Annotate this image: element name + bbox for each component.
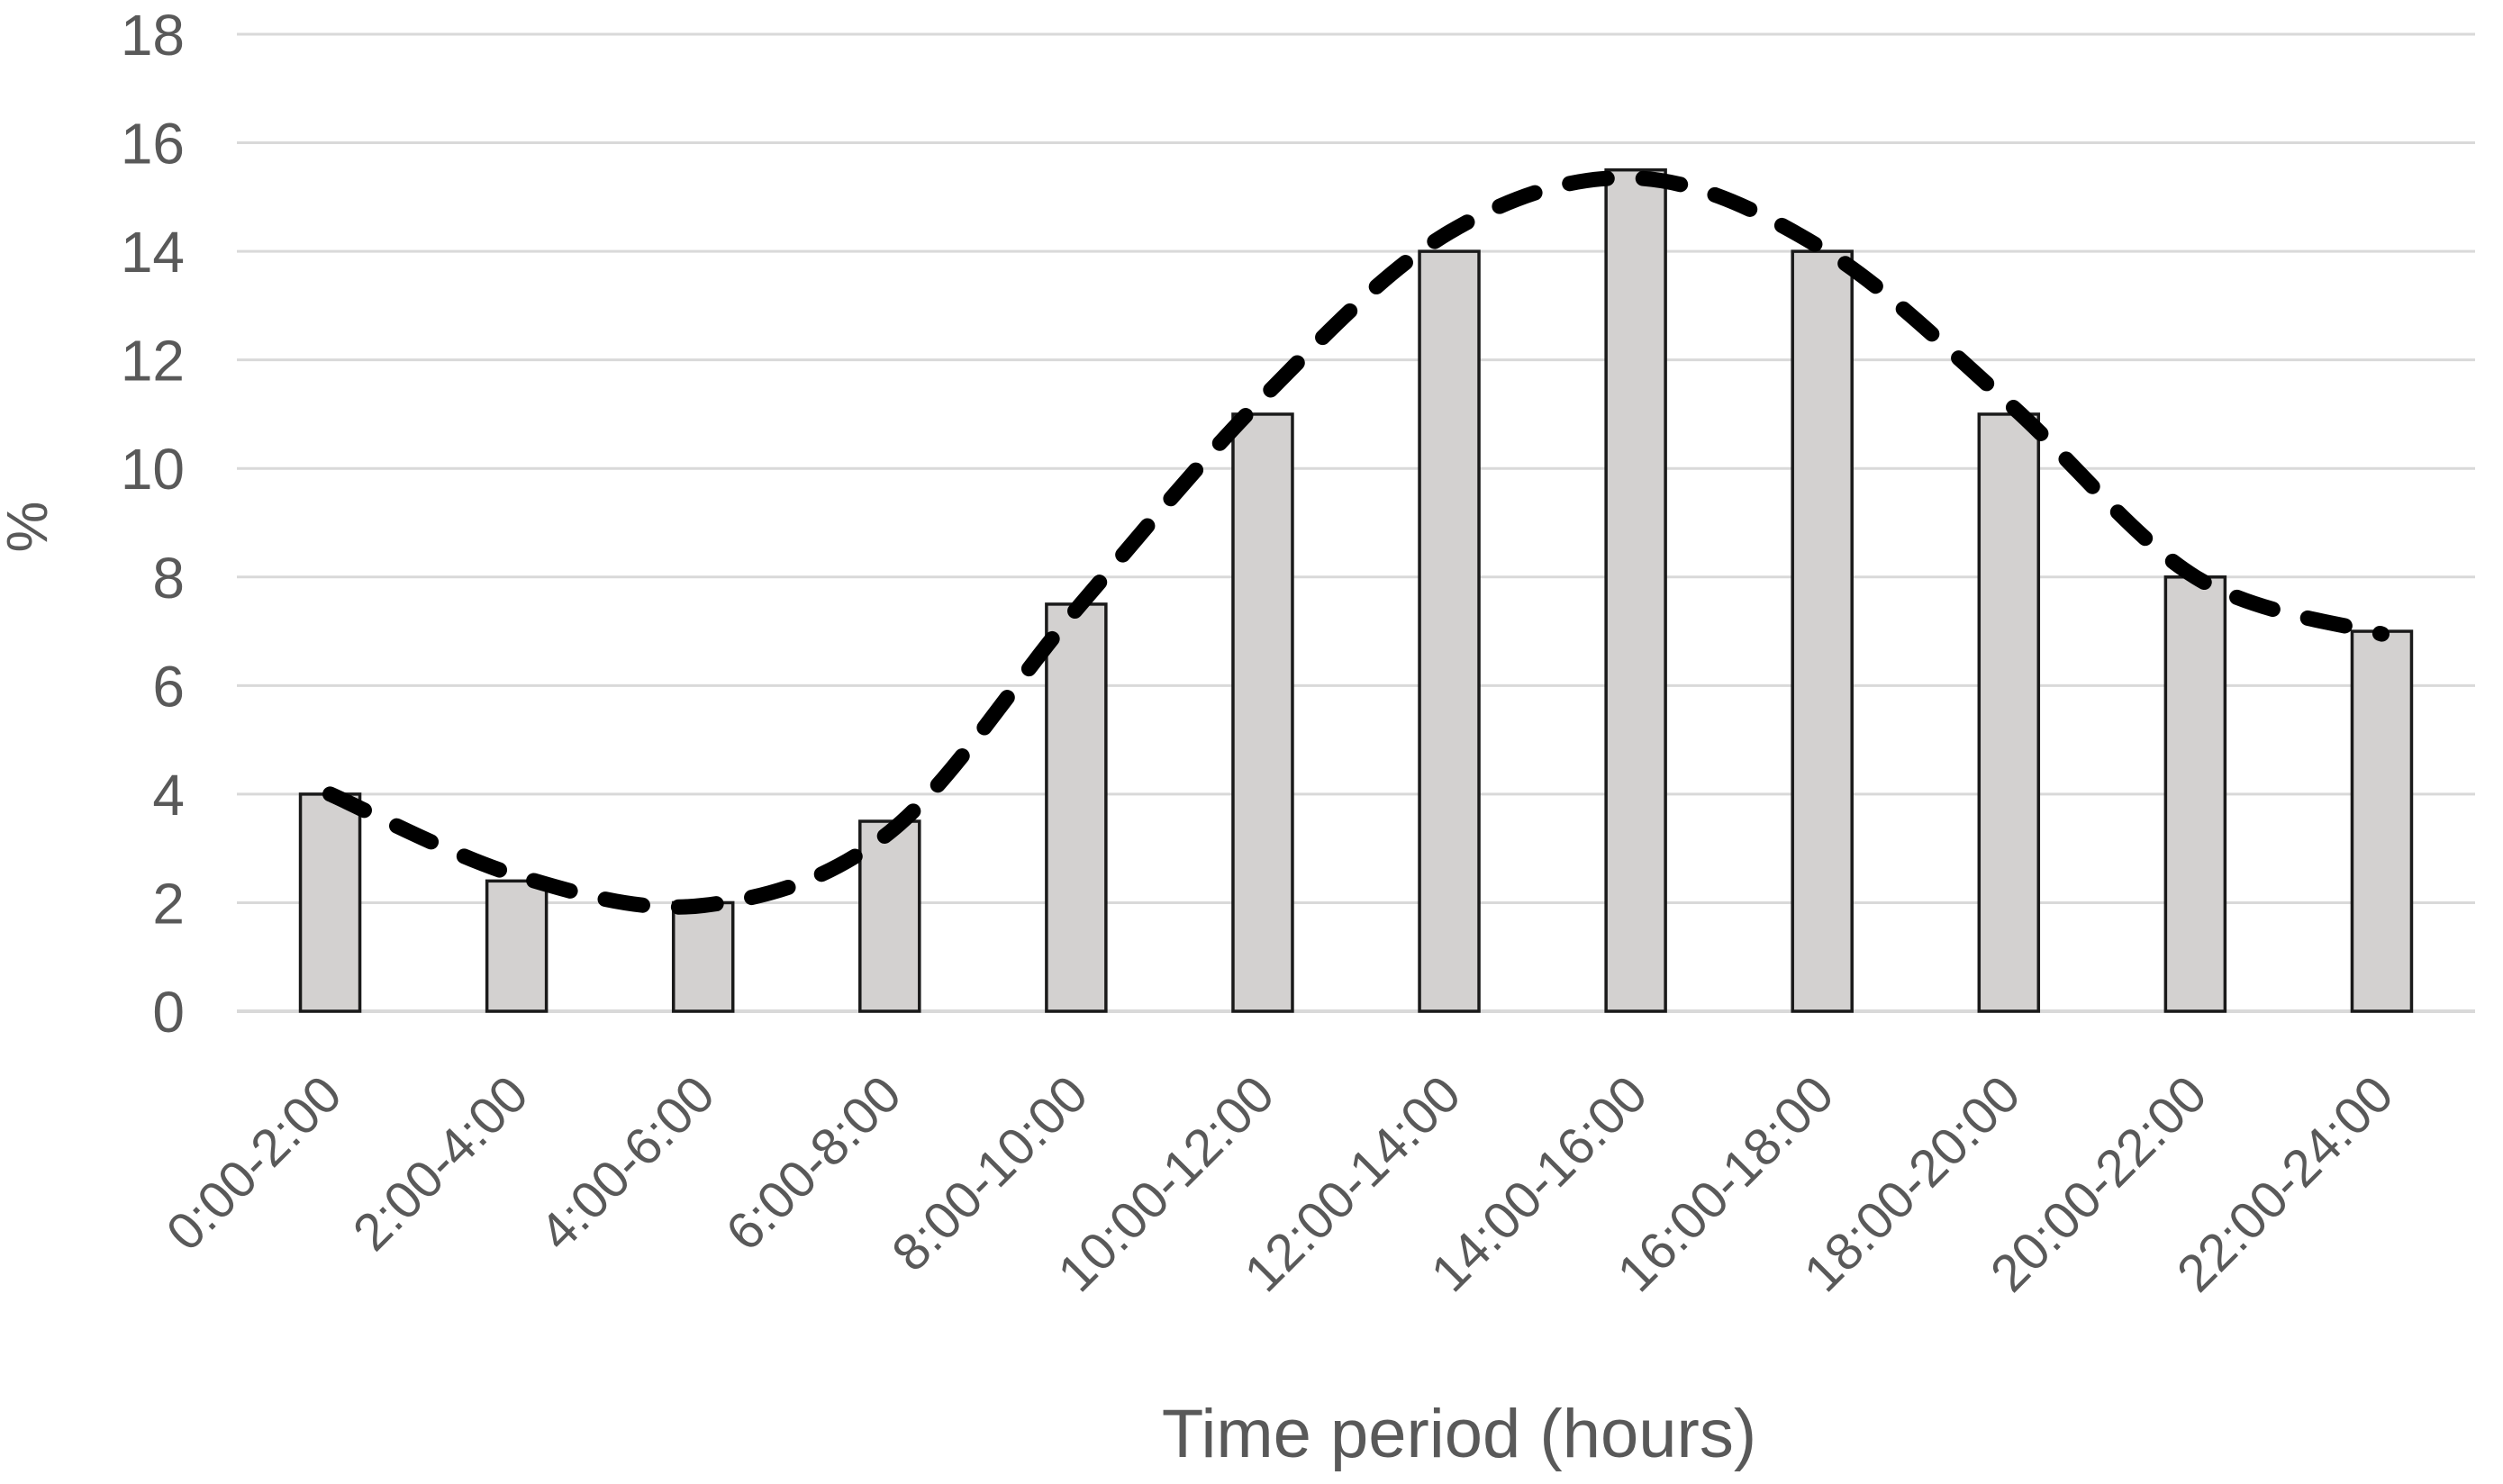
x-tick-label: 4:00-6:00 [529, 1064, 726, 1262]
bar [1231, 412, 1294, 1013]
bar [2163, 575, 2227, 1013]
bar [1977, 412, 2041, 1013]
x-axis-title: Time period (hours) [1162, 1396, 1756, 1472]
y-tick-label: 0 [152, 980, 185, 1045]
bar [1791, 249, 1854, 1013]
x-tick-label: 0:00-2:00 [155, 1064, 352, 1262]
y-tick-label: 14 [121, 220, 185, 285]
y-tick-label: 12 [121, 329, 185, 394]
y-tick-label: 8 [152, 546, 185, 611]
bar [298, 792, 362, 1013]
y-axis-title: % [0, 502, 59, 553]
bar [1418, 249, 1481, 1013]
trendline [322, 169, 2390, 915]
bar [1604, 167, 1667, 1013]
bar [485, 879, 549, 1013]
bar [671, 900, 735, 1013]
y-tick-label: 4 [152, 763, 185, 828]
y-tick-label: 2 [152, 871, 185, 936]
bar [1045, 602, 1108, 1013]
x-tick-label: 2:00-4:00 [342, 1064, 540, 1262]
y-tick-label: 16 [121, 112, 185, 176]
x-tick-label: 6:00-8:00 [715, 1064, 912, 1262]
y-tick-label: 10 [121, 437, 185, 502]
bar [2350, 629, 2414, 1013]
bar [858, 819, 921, 1013]
y-tick-label: 18 [121, 3, 185, 68]
y-tick-label: 6 [152, 654, 185, 719]
